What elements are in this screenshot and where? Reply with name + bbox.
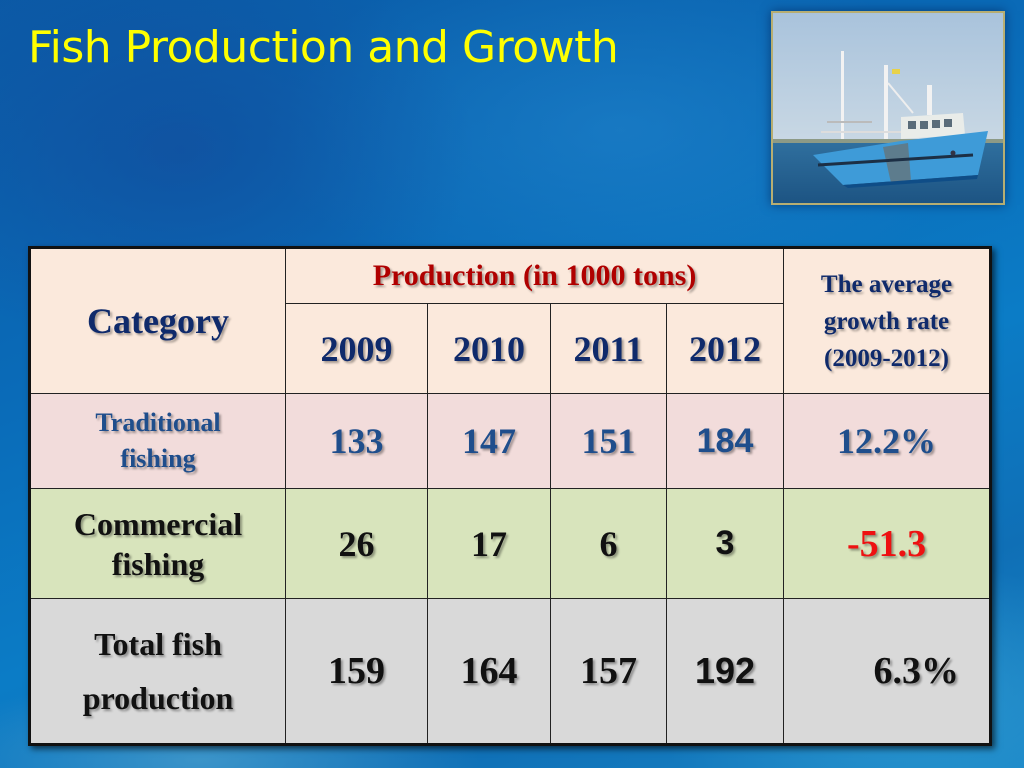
row-label-line-2: fishing bbox=[111, 545, 205, 582]
cell-commercial-2012: 3 bbox=[665, 488, 785, 599]
category-header: Category bbox=[29, 247, 286, 394]
average-growth-line-1: The average bbox=[820, 270, 953, 298]
year-header-2012: 2012 bbox=[665, 303, 785, 394]
cell-total-2010: 164 bbox=[427, 598, 551, 745]
cell-total-2009: 159 bbox=[285, 598, 428, 745]
table-row-total-fish-production: Total fish production 159 164 157 192 6.… bbox=[29, 598, 992, 745]
year-header-2010: 2010 bbox=[427, 303, 551, 394]
cell-commercial-2011: 6 bbox=[550, 488, 667, 599]
table-row-commercial-fishing: Commercial fishing 26 17 6 3 -51.3 bbox=[29, 488, 992, 599]
average-growth-header: The average growth rate (2009-2012) bbox=[783, 247, 992, 394]
cell-traditional-2011: 151 bbox=[550, 393, 667, 489]
cell-total-growth: 6.3% bbox=[783, 598, 992, 745]
cell-traditional-growth: 12.2% bbox=[783, 393, 992, 489]
cell-traditional-2009: 133 bbox=[285, 393, 428, 489]
average-growth-line-2: growth rate bbox=[823, 307, 950, 335]
row-label-total-fish-production: Total fish production bbox=[29, 598, 286, 745]
fish-production-table: Category Production (in 1000 tons) The a… bbox=[28, 246, 993, 746]
fishing-boat-photo bbox=[771, 11, 1005, 205]
row-label-traditional-fishing: Traditional fishing bbox=[29, 393, 286, 489]
year-header-2009: 2009 bbox=[285, 303, 428, 394]
cell-traditional-2012: 184 bbox=[665, 393, 785, 489]
slide-title: Fish Production and Growth bbox=[28, 22, 619, 73]
row-label-line-2: fishing bbox=[120, 444, 196, 473]
row-label-line-1: Total fish bbox=[94, 626, 222, 662]
average-growth-line-3: (2009-2012) bbox=[824, 344, 950, 372]
cell-total-2011: 157 bbox=[550, 598, 667, 745]
year-header-2011: 2011 bbox=[550, 303, 667, 394]
boat-image-icon bbox=[773, 13, 1003, 203]
row-label-line-2: production bbox=[82, 680, 234, 716]
header-row-top: Category Production (in 1000 tons) The a… bbox=[29, 247, 992, 394]
table-row-traditional-fishing: Traditional fishing 133 147 151 184 12.2… bbox=[29, 393, 992, 489]
cell-commercial-2009: 26 bbox=[285, 488, 428, 599]
cell-total-2012: 192 bbox=[665, 598, 785, 745]
cell-commercial-2010: 17 bbox=[427, 488, 551, 599]
row-label-line-1: Commercial bbox=[73, 505, 243, 542]
row-label-commercial-fishing: Commercial fishing bbox=[29, 488, 286, 599]
cell-traditional-2010: 147 bbox=[427, 393, 551, 489]
cell-commercial-growth: -51.3 bbox=[783, 488, 992, 599]
row-label-line-1: Traditional bbox=[95, 408, 221, 437]
production-header: Production (in 1000 tons) bbox=[284, 247, 785, 304]
